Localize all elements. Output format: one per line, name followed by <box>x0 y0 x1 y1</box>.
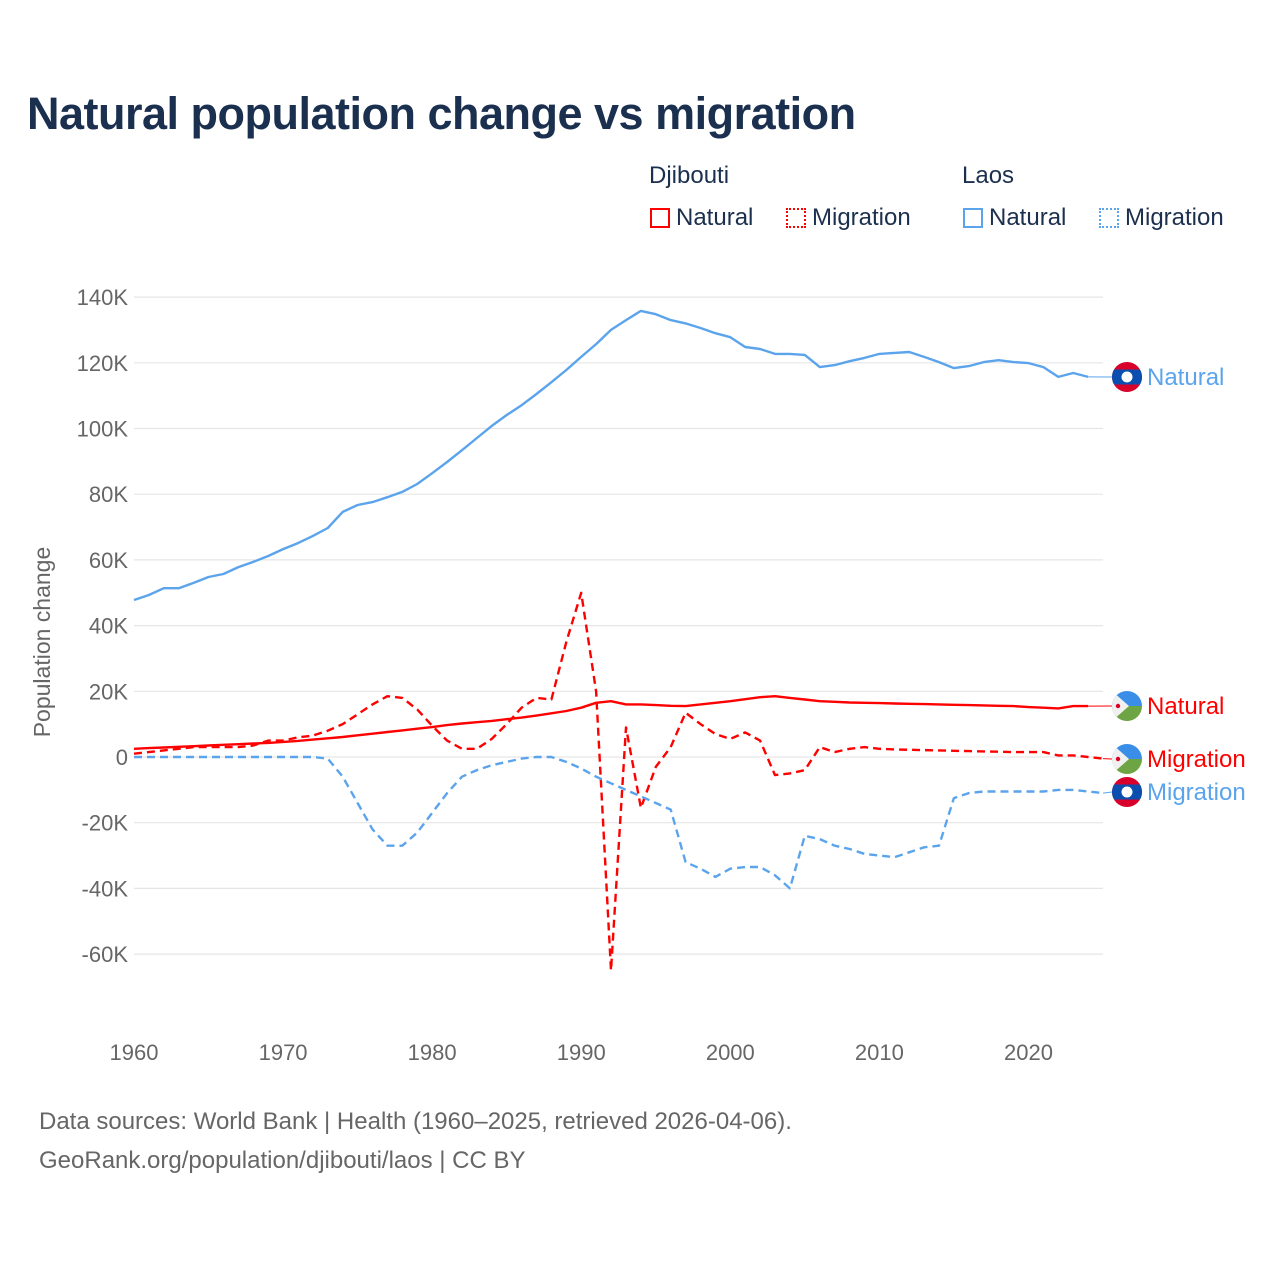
y-axis-label: Population change <box>29 547 55 738</box>
legend-djibouti-natural[interactable]: Natural <box>650 204 753 232</box>
footer-link[interactable]: GeoRank.org/population/djibouti/laos | C… <box>39 1147 526 1174</box>
djibouti-flag-icon <box>1112 691 1142 721</box>
legend-djibouti: Djibouti <box>649 162 729 190</box>
laos-flag-icon <box>1112 362 1142 392</box>
y-tick-label: 20K <box>89 679 128 704</box>
djibouti-flag-icon <box>1112 744 1142 774</box>
legend-label: Migration <box>1125 204 1224 231</box>
x-tick-label: 2020 <box>1004 1040 1053 1065</box>
footer-sources: Data sources: World Bank | Health (1960–… <box>39 1108 792 1135</box>
y-tick-label: 60K <box>89 548 128 573</box>
legend-laos-migration[interactable]: Migration <box>1099 204 1224 232</box>
y-tick-label: 40K <box>89 614 128 639</box>
legend-swatch-solid <box>963 208 983 228</box>
end-label: Natural <box>1147 364 1224 391</box>
laos-flag-icon <box>1112 777 1142 807</box>
y-tick-label: 80K <box>89 482 128 507</box>
legend-country-label: Djibouti <box>649 162 730 189</box>
y-tick-label: 140K <box>77 285 129 310</box>
series-lines <box>133 309 1104 972</box>
legend-swatch-dotted <box>1099 208 1119 228</box>
end-label-connector <box>1102 791 1113 794</box>
x-tick-label: 1990 <box>557 1040 606 1065</box>
x-tick-label: 1970 <box>259 1040 308 1065</box>
legend-swatch-solid <box>650 208 670 228</box>
y-tick-label: 100K <box>77 417 129 442</box>
chart-title: Natural population change vs migration <box>27 88 856 139</box>
end-label: Migration <box>1147 746 1246 773</box>
series-line-laos-natural <box>133 309 1089 602</box>
y-tick-label: -40K <box>82 876 129 901</box>
y-tick-label: 0 <box>116 745 128 770</box>
x-axis-ticks: 1960 1970 1980 1990 2000 2010 2020 <box>110 1040 1053 1065</box>
y-tick-label: 120K <box>77 351 129 376</box>
end-label: Migration <box>1147 779 1246 806</box>
legend-swatch-dotted <box>786 208 806 228</box>
legend-laos-natural[interactable]: Natural <box>963 204 1066 232</box>
y-tick-label: -20K <box>82 811 129 836</box>
series-line-djibouti-natural <box>133 695 1089 750</box>
end-label: Natural <box>1147 693 1224 720</box>
x-tick-label: 1980 <box>408 1040 457 1065</box>
legend-djibouti-migration[interactable]: Migration <box>786 204 911 232</box>
series-line-djibouti-migration <box>133 591 1104 972</box>
legend-label: Natural <box>989 204 1067 231</box>
x-tick-label: 2010 <box>855 1040 904 1065</box>
series-line-laos-migration <box>134 755 1104 890</box>
y-tick-label: -60K <box>82 942 129 967</box>
legend-label: Migration <box>812 204 911 231</box>
legend-label: Natural <box>676 204 754 231</box>
y-axis-ticks: -60K -40K -20K 0 20K 40K 60K 80K 100K 120K 140K <box>77 285 129 967</box>
legend-country-label: Laos <box>962 162 1015 189</box>
x-tick-label: 1960 <box>110 1040 159 1065</box>
end-labels: Natural Natural Migration Migration <box>1088 362 1246 807</box>
legend-laos: Laos <box>962 162 1014 190</box>
x-tick-label: 2000 <box>706 1040 755 1065</box>
